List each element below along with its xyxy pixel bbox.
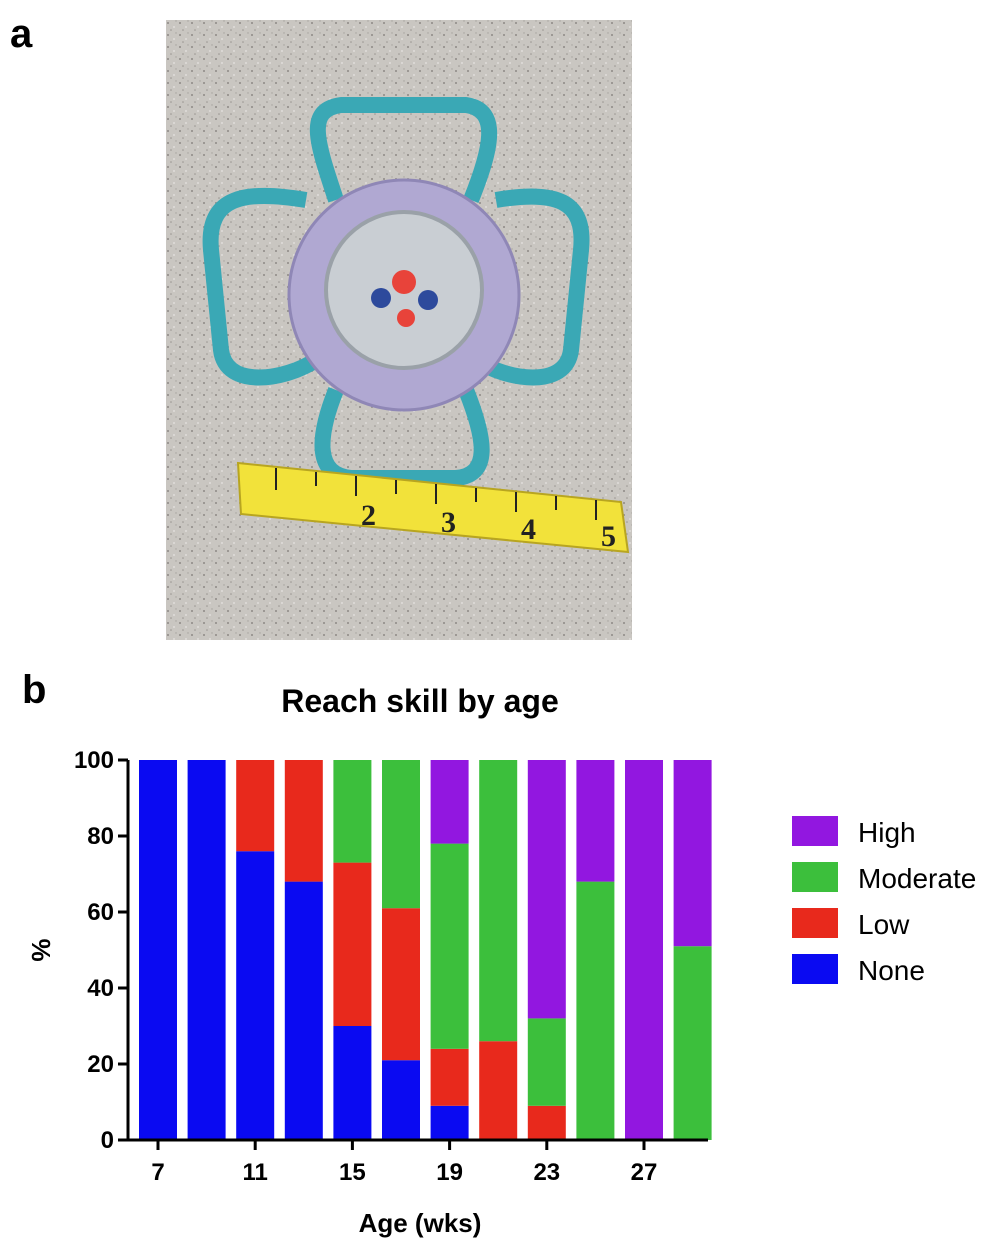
bar-segment-moderate: [527, 1018, 566, 1106]
y-tick-label: 20: [87, 1051, 114, 1078]
legend-label-high: High: [858, 817, 916, 848]
bar-segment-low: [430, 1048, 469, 1106]
x-tick-label: 11: [243, 1159, 268, 1186]
bar-segment-low: [527, 1105, 566, 1140]
toy-bead: [371, 288, 391, 308]
bar-segment-moderate: [479, 760, 518, 1042]
bar-segment-high: [625, 760, 663, 1140]
y-axis: 0 20 40 60 80 100: [74, 747, 130, 1154]
panel-label-a: a: [10, 12, 33, 56]
x-tick-label: 7: [151, 1159, 164, 1186]
bar-segment-low: [479, 1041, 518, 1140]
bar-segment-low: [236, 760, 275, 852]
x-tick-label: 27: [631, 1159, 658, 1186]
y-axis-label: %: [26, 938, 56, 961]
toy-photo: 2 3 4 5: [166, 20, 632, 640]
legend-swatch-low: [792, 908, 838, 938]
bar-segment-moderate: [576, 881, 615, 1140]
bar-segment-high: [673, 760, 712, 947]
tape-tick-marks: [275, 468, 597, 520]
bar-segment-none: [236, 851, 275, 1140]
toy-bead: [392, 270, 416, 294]
bar-segment-low: [333, 862, 372, 1026]
measuring-tape: [236, 461, 630, 554]
panel-label-b: b: [22, 668, 47, 712]
bar-segment-none: [382, 1060, 420, 1140]
bar-segment-moderate: [430, 843, 469, 1049]
y-tick-label: 80: [87, 823, 114, 850]
tape-number: 2: [361, 499, 376, 532]
x-tick-label: 19: [436, 1159, 463, 1186]
tape-number: 5: [601, 520, 616, 553]
x-tick-label: 23: [533, 1159, 560, 1186]
toy-bead: [418, 290, 438, 310]
bar-segment-low: [284, 760, 323, 882]
legend-label-moderate: Moderate: [858, 863, 976, 894]
tape-number: 4: [521, 513, 536, 546]
legend-swatch-none: [792, 954, 838, 984]
x-tick-label: 15: [339, 1159, 366, 1186]
y-tick-label: 60: [87, 899, 114, 926]
bar-segment-high: [430, 760, 469, 844]
chart-title: Reach skill by age: [281, 683, 558, 719]
bar-segment-none: [333, 1026, 372, 1140]
bar-segment-high: [576, 760, 615, 882]
legend-label-none: None: [858, 955, 925, 986]
bar-segment-none: [187, 760, 226, 1140]
legend-label-low: Low: [858, 909, 910, 940]
y-tick-label: 0: [101, 1127, 114, 1154]
bar-segment-low: [382, 908, 420, 1061]
toy-bead: [397, 309, 415, 327]
bar-segment-none: [430, 1105, 469, 1140]
bar-segment-none: [284, 881, 323, 1140]
bar-segment-moderate: [673, 946, 712, 1140]
bar-segment-high: [527, 760, 566, 1019]
bars-layer: [139, 760, 712, 1140]
bar-segment-moderate: [333, 760, 372, 863]
y-tick-label: 100: [74, 747, 114, 774]
toy-handles: [202, 97, 590, 486]
legend-swatch-moderate: [792, 862, 838, 892]
legend-swatch-high: [792, 816, 838, 846]
x-axis: 7 11 15 19 23 27: [128, 1138, 708, 1186]
x-axis-label: Age (wks): [359, 1208, 482, 1238]
bar-segment-none: [139, 760, 177, 1140]
tape-number: 3: [441, 506, 456, 539]
y-tick-label: 40: [87, 975, 114, 1002]
legend: High Moderate Low None: [792, 816, 976, 986]
bar-segment-moderate: [382, 760, 420, 909]
